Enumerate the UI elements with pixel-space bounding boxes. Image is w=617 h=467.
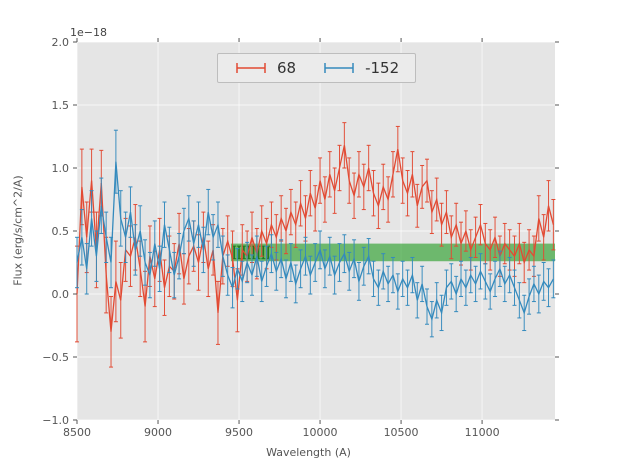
y-axis-ticks: −1.0 −0.5 0.0 0.5 1.0 1.5 2.0	[42, 36, 559, 427]
series-neg152	[75, 129, 556, 338]
legend-label-neg152: -152	[365, 59, 400, 77]
svg-text:0.5: 0.5	[52, 225, 70, 238]
svg-text:1.5: 1.5	[52, 99, 70, 112]
errorbar-glyph-red	[236, 63, 266, 73]
errorbar-glyph-blue	[324, 63, 354, 73]
legend-label-68: 68	[277, 59, 297, 77]
svg-text:2.0: 2.0	[52, 36, 70, 49]
y-axis-label: Flux (erg/s/cm^2/A)	[11, 175, 25, 286]
svg-text:10000: 10000	[303, 426, 338, 439]
svg-text:9500: 9500	[225, 426, 253, 439]
legend-entry-68: 68	[234, 59, 296, 77]
svg-text:8500: 8500	[63, 426, 91, 439]
axis-offset-label: 1e−18	[70, 26, 107, 39]
svg-text:1.0: 1.0	[52, 162, 70, 175]
svg-text:0.0: 0.0	[52, 288, 70, 301]
series-line-1	[76, 161, 554, 322]
x-axis-ticks: 8500 9000 9500 10000 10500 11000	[63, 38, 500, 439]
svg-text:−0.5: −0.5	[42, 351, 69, 364]
svg-text:10500: 10500	[384, 426, 419, 439]
legend: 68 -152	[217, 53, 417, 83]
svg-text:11000: 11000	[465, 426, 500, 439]
legend-entry-neg152: -152	[322, 59, 399, 77]
series-line-0	[76, 145, 555, 332]
svg-text:−1.0: −1.0	[42, 414, 69, 427]
reference-band	[230, 243, 556, 262]
x-axis-label: Wavelength (A)	[266, 446, 351, 459]
svg-text:9000: 9000	[144, 426, 172, 439]
